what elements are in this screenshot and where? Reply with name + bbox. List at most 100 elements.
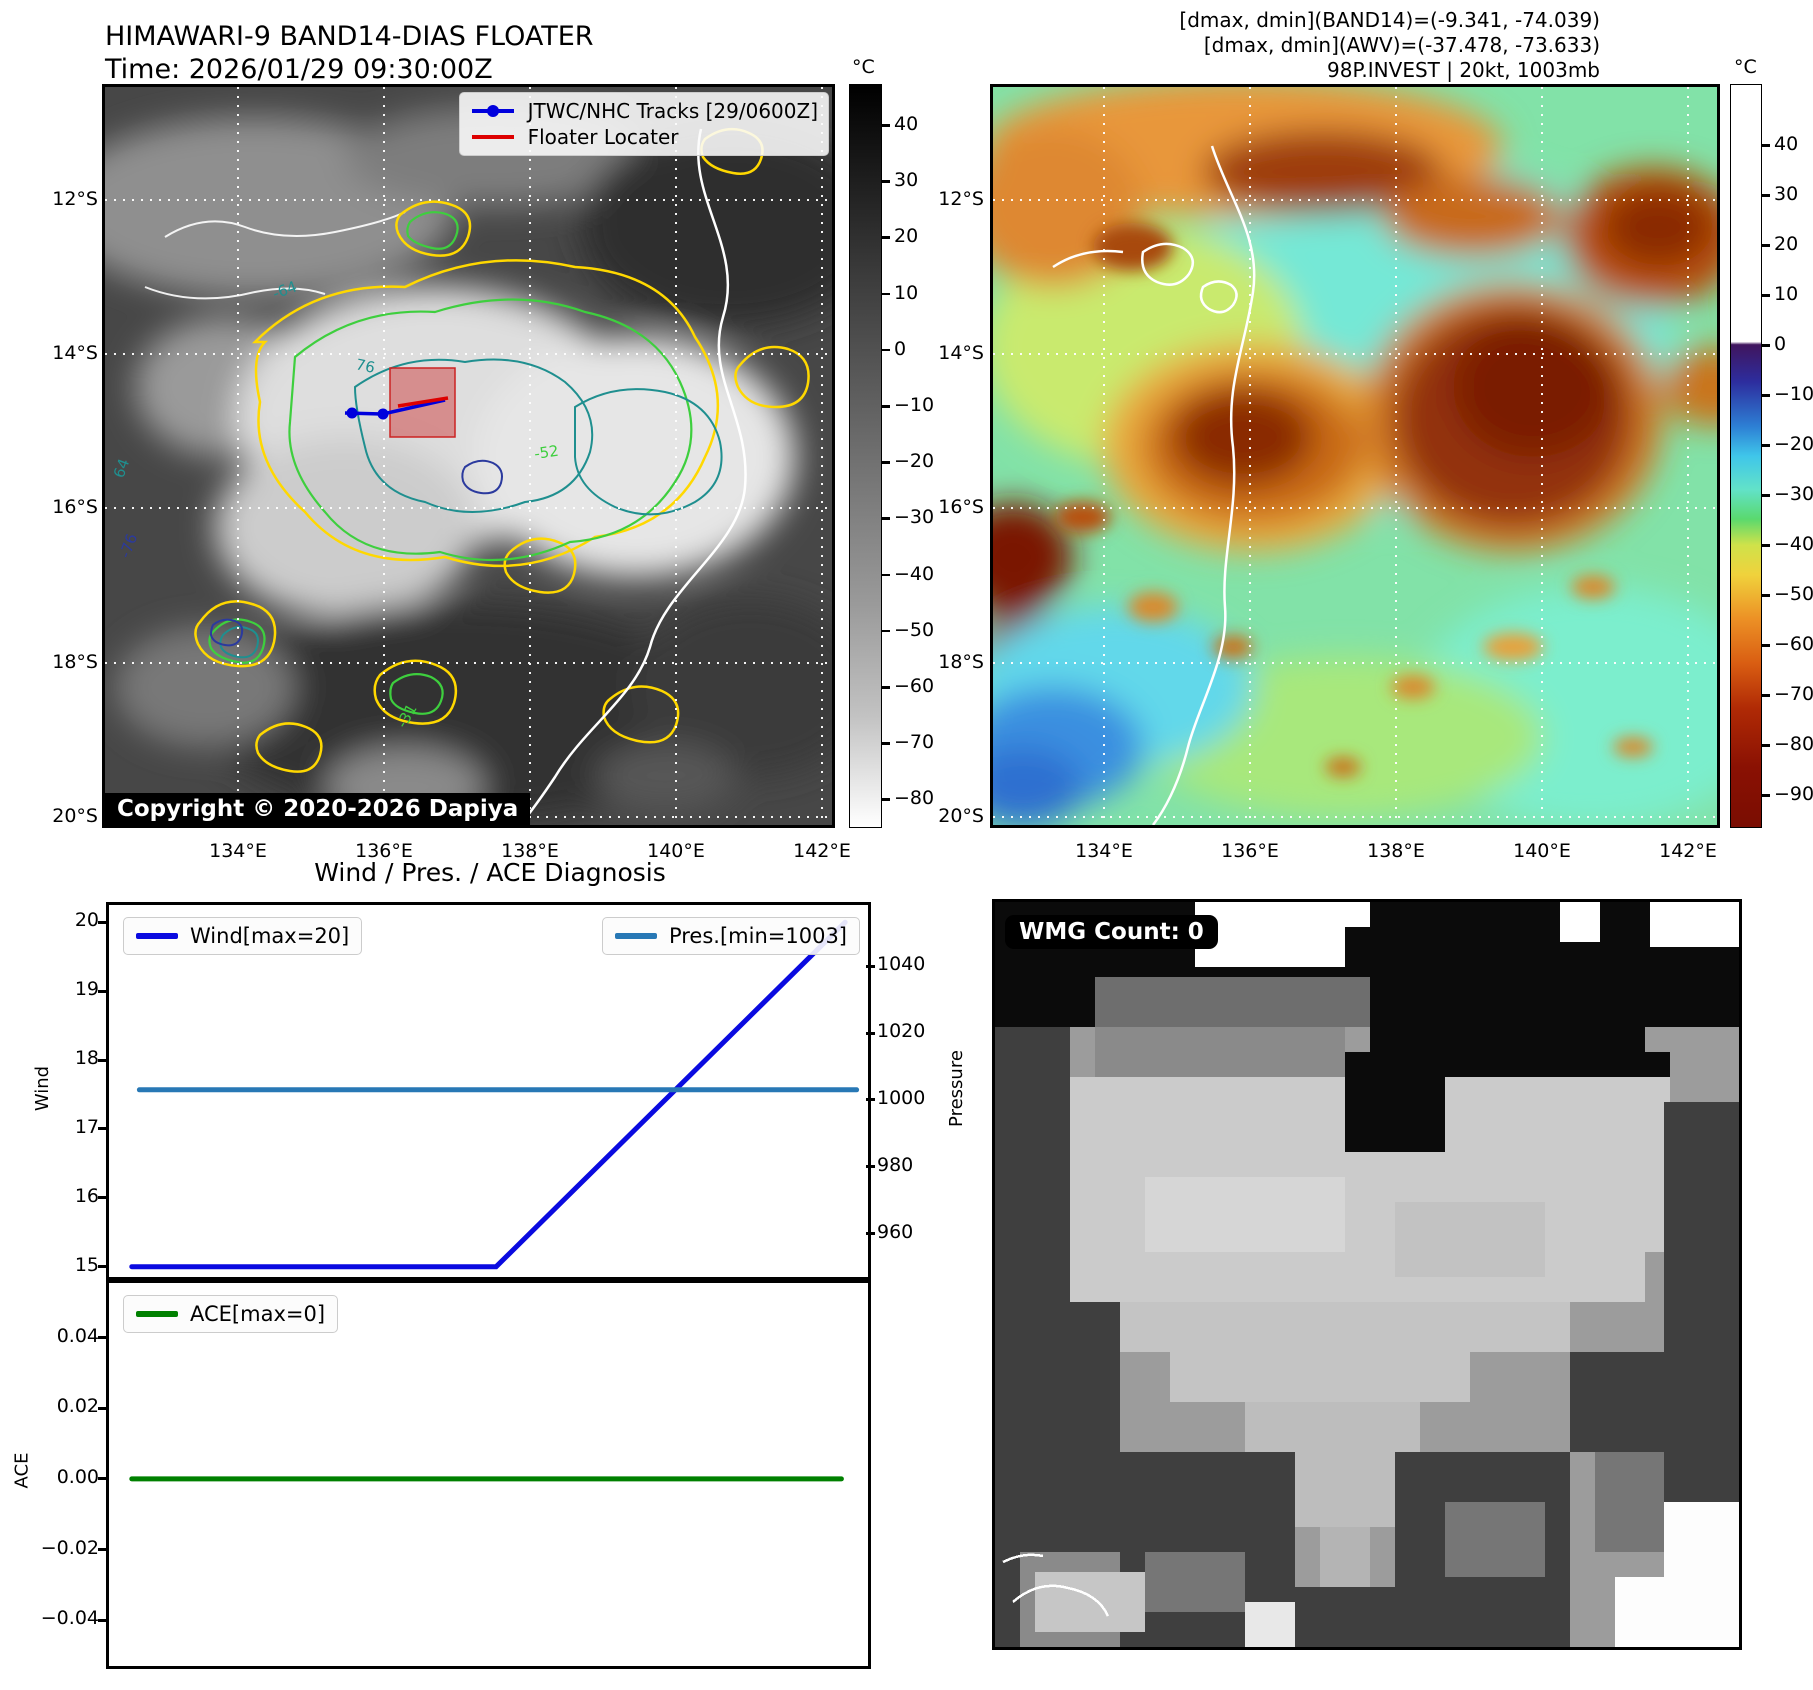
axis-tick-mark [866, 1165, 875, 1169]
colorbar-tick-mark [1762, 294, 1770, 297]
coastline [1002, 1553, 1110, 1617]
pressure-legend: Pres.[min=1003] [601, 917, 860, 955]
awv-lon-label: 138°E [1367, 840, 1425, 862]
colorbar-tick-label: 0 [894, 337, 907, 360]
awv-map-panel [990, 84, 1720, 828]
band14-colorbar [849, 84, 882, 828]
axis-tick-mark [866, 964, 875, 968]
band14-lon-label: 136°E [355, 840, 413, 862]
right-axis-tick-label: 960 [877, 1220, 914, 1243]
colorbar-tick-mark [882, 573, 890, 577]
colorbar-tick-mark [1762, 644, 1770, 647]
colorbar-tick-mark [1762, 394, 1770, 397]
awv-satellite-image [993, 87, 1717, 825]
colorbar-tick-mark [882, 461, 890, 464]
colorbar-tick-mark [882, 292, 890, 296]
colorbar-tick-label: −30 [894, 506, 935, 529]
left-axis-tick-label: 16 [74, 1184, 99, 1207]
pressure-axis-label: Pressure [945, 1050, 967, 1127]
colorbar-tick-label: −30 [1774, 483, 1813, 505]
stats-band14: [dmax, dmin](BAND14)=(-9.341, -74.039) [1179, 8, 1600, 32]
colorbar-tick-mark [1762, 344, 1770, 347]
coastline [519, 128, 747, 825]
axis-tick-mark [98, 1196, 107, 1200]
colorbar-tick-label: 10 [1774, 283, 1799, 305]
colorbar-tick-label: −10 [894, 394, 935, 416]
colorbar-tick-label: 20 [1774, 233, 1799, 255]
left-axis-tick-label: 20 [74, 909, 99, 932]
colorbar-tick-label: 10 [894, 281, 919, 304]
ace-legend-label: ACE[max=0] [190, 1302, 326, 1326]
colorbar-tick-mark [882, 742, 890, 745]
copyright-badge: Copyright © 2020-2026 Dapiya [105, 793, 531, 825]
colorbar-tick-mark [882, 798, 890, 801]
wind-legend: Wind[max=20] [123, 917, 363, 955]
wmg-panel: WMG Count: 0 [992, 899, 1742, 1650]
left-axis-tick-label: −0.02 [40, 1536, 99, 1559]
map-legend: JTWC/NHC Tracks [29/0600Z] Floater Locat… [458, 92, 829, 156]
contour-label: 76 [354, 355, 376, 377]
diagnosis-title: Wind / Pres. / ACE Diagnosis [314, 858, 666, 887]
awv-lon-label: 140°E [1513, 840, 1571, 862]
colorbar-tick-mark [882, 124, 890, 127]
colorbar-tick-mark [882, 348, 890, 352]
colorbar-tick-label: −60 [1774, 633, 1813, 655]
track-point [346, 407, 358, 419]
band14-satellite-image: -64 76 -52 -76 64 -31 [105, 87, 832, 825]
axis-tick-mark [98, 1265, 107, 1269]
colorbar-tick-mark [1762, 544, 1770, 547]
colorbar-tick-mark [1762, 694, 1770, 697]
colorbar-tick-label: −40 [1774, 533, 1813, 555]
colorbar-tick-label: −70 [894, 731, 935, 754]
axis-tick-mark [98, 1406, 107, 1410]
pressure-line-sample-icon [614, 933, 657, 939]
colorbar-tick-label: 40 [1774, 133, 1799, 155]
pressure-legend-label: Pres.[min=1003] [668, 924, 847, 948]
right-axis-tick-label: 1020 [877, 1020, 926, 1042]
colorbar-tick-label: −20 [894, 450, 935, 473]
wind-pressure-plot [129, 919, 860, 1270]
colorbar-tick-label: −80 [894, 787, 935, 810]
band14-lat-label: 12°S [52, 188, 98, 210]
colorbar-tick-label: −40 [894, 562, 935, 585]
band14-lon-label: 134°E [209, 840, 267, 862]
colorbar-tick-label: −90 [1774, 783, 1813, 805]
axis-tick-mark [866, 1031, 875, 1035]
ace-axis-label: ACE [11, 1452, 33, 1489]
figure-title: HIMAWARI-9 BAND14-DIAS FLOATER [105, 21, 594, 52]
colorbar-tick-mark [1762, 744, 1770, 747]
colorbar-tick-mark [882, 686, 890, 689]
left-axis-tick-label: 0.00 [56, 1465, 99, 1488]
band14-lon-label: 140°E [647, 840, 705, 862]
axis-tick-mark [98, 1548, 107, 1551]
ace-plot [129, 1476, 844, 1482]
awv-lat-label: 18°S [938, 651, 984, 673]
contour-label: -52 [533, 442, 560, 463]
axis-tick-mark [98, 920, 107, 924]
right-axis-tick-label: 980 [877, 1153, 914, 1176]
graticule [993, 87, 1717, 825]
awv-colorbar [1730, 84, 1762, 828]
axis-tick-mark [98, 1618, 107, 1622]
colorbar-tick-label: 30 [1774, 183, 1799, 205]
stats-awv: [dmax, dmin](AWV)=(-37.478, -73.633) [1203, 33, 1600, 57]
awv-lat-label: 16°S [938, 496, 984, 518]
wmg-microwave-image [995, 902, 1739, 1647]
colorbar-tick-label: −70 [1774, 683, 1813, 705]
axis-tick-mark [98, 989, 107, 993]
left-axis-tick-label: 0.04 [56, 1324, 99, 1347]
colorbar-tick-label: 20 [894, 225, 919, 248]
ace-line-sample-icon [136, 1311, 178, 1317]
left-axis-tick-label: −0.04 [40, 1607, 99, 1630]
colorbar-tick-mark [1762, 794, 1770, 797]
band14-lon-label: 142°E [793, 840, 851, 862]
awv-lon-label: 134°E [1075, 840, 1133, 862]
colorbar-tick-mark [882, 180, 890, 183]
colorbar-tick-label: −20 [1774, 433, 1813, 455]
stats-block: [dmax, dmin](BAND14)=(-9.341, -74.039) [… [1179, 8, 1600, 83]
colorbar-tick-label: −80 [1774, 733, 1813, 755]
track-legend-label: JTWC/NHC Tracks [29/0600Z] [527, 99, 818, 123]
graticule [105, 87, 832, 825]
axis-tick-mark [98, 1477, 107, 1481]
